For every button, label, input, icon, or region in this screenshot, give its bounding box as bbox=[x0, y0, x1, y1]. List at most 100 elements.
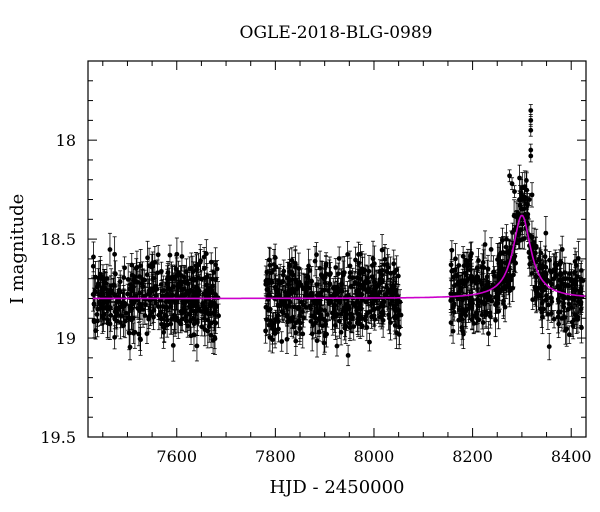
data-point bbox=[296, 317, 302, 323]
data-point bbox=[358, 251, 363, 257]
data-point bbox=[352, 303, 358, 309]
data-point bbox=[309, 331, 315, 337]
data-point bbox=[300, 331, 306, 337]
data-point bbox=[390, 288, 396, 294]
data-point bbox=[136, 331, 142, 337]
data-point bbox=[394, 314, 400, 320]
data-point bbox=[355, 316, 361, 322]
data-point bbox=[512, 253, 518, 259]
data-point bbox=[162, 313, 168, 318]
data-point bbox=[108, 312, 114, 318]
data-point bbox=[579, 325, 584, 331]
data-point bbox=[164, 280, 170, 286]
data-point bbox=[140, 307, 146, 312]
data-point bbox=[334, 291, 340, 297]
data-point bbox=[555, 314, 561, 320]
data-point bbox=[369, 274, 375, 280]
data-point bbox=[379, 301, 385, 306]
data-point bbox=[95, 281, 101, 286]
data-point bbox=[174, 251, 180, 257]
data-point bbox=[104, 276, 110, 281]
data-point bbox=[530, 297, 536, 303]
data-point bbox=[575, 314, 581, 320]
data-point bbox=[341, 270, 347, 276]
data-point bbox=[480, 260, 486, 265]
data-point bbox=[471, 276, 477, 282]
data-point bbox=[159, 321, 165, 327]
data-point bbox=[388, 320, 393, 325]
data-point bbox=[123, 310, 129, 316]
data-point bbox=[286, 303, 292, 309]
data-point bbox=[146, 263, 152, 269]
data-point bbox=[168, 321, 174, 327]
data-point bbox=[468, 254, 473, 259]
data-point bbox=[216, 313, 221, 319]
data-point bbox=[297, 326, 303, 332]
data-point bbox=[287, 269, 292, 275]
data-point bbox=[450, 328, 456, 334]
data-point bbox=[150, 275, 156, 281]
data-point bbox=[287, 277, 293, 283]
data-point bbox=[333, 265, 339, 270]
data-point bbox=[330, 285, 336, 291]
data-point bbox=[379, 276, 385, 282]
data-point bbox=[336, 256, 342, 261]
data-point bbox=[170, 343, 176, 348]
data-point bbox=[345, 251, 351, 257]
data-point bbox=[482, 242, 488, 247]
data-point bbox=[268, 318, 274, 324]
data-point bbox=[153, 284, 158, 290]
data-point bbox=[161, 325, 167, 331]
data-point bbox=[167, 252, 173, 258]
data-point bbox=[498, 269, 504, 275]
data-point bbox=[214, 266, 220, 272]
data-point bbox=[277, 281, 283, 287]
data-point bbox=[578, 306, 584, 312]
data-point bbox=[289, 258, 295, 263]
data-point bbox=[327, 272, 333, 278]
data-point bbox=[370, 256, 376, 262]
data-point bbox=[114, 299, 120, 305]
data-point bbox=[488, 247, 494, 252]
data-point bbox=[317, 265, 323, 271]
data-point bbox=[291, 324, 297, 330]
data-point bbox=[272, 255, 278, 260]
data-point bbox=[143, 301, 148, 307]
data-point bbox=[306, 285, 312, 291]
data-point bbox=[186, 288, 192, 294]
data-point bbox=[202, 310, 208, 316]
data-point bbox=[529, 270, 535, 276]
data-point bbox=[270, 337, 275, 343]
data-point bbox=[549, 281, 555, 287]
data-point bbox=[166, 276, 172, 281]
data-point bbox=[479, 312, 485, 318]
data-point bbox=[263, 328, 269, 334]
data-point bbox=[558, 270, 563, 276]
data-point bbox=[188, 265, 194, 271]
data-point bbox=[314, 282, 320, 287]
data-point bbox=[201, 254, 207, 260]
data-point bbox=[282, 289, 288, 295]
data-point bbox=[391, 261, 397, 267]
data-point bbox=[476, 258, 481, 263]
data-point bbox=[91, 254, 96, 260]
data-point bbox=[146, 316, 152, 322]
data-point bbox=[331, 304, 337, 310]
data-point bbox=[264, 287, 270, 293]
data-point bbox=[461, 280, 467, 286]
data-point bbox=[495, 295, 501, 301]
data-point bbox=[284, 336, 290, 342]
data-point bbox=[496, 308, 502, 314]
data-point bbox=[132, 329, 138, 335]
data-point bbox=[532, 284, 538, 290]
data-point bbox=[212, 302, 218, 308]
data-point bbox=[129, 262, 135, 268]
data-point bbox=[177, 279, 183, 285]
data-point bbox=[112, 314, 118, 320]
data-point bbox=[385, 265, 391, 270]
data-point bbox=[158, 268, 164, 274]
data-point bbox=[505, 281, 511, 287]
data-point bbox=[334, 343, 340, 349]
data-point bbox=[345, 304, 350, 310]
